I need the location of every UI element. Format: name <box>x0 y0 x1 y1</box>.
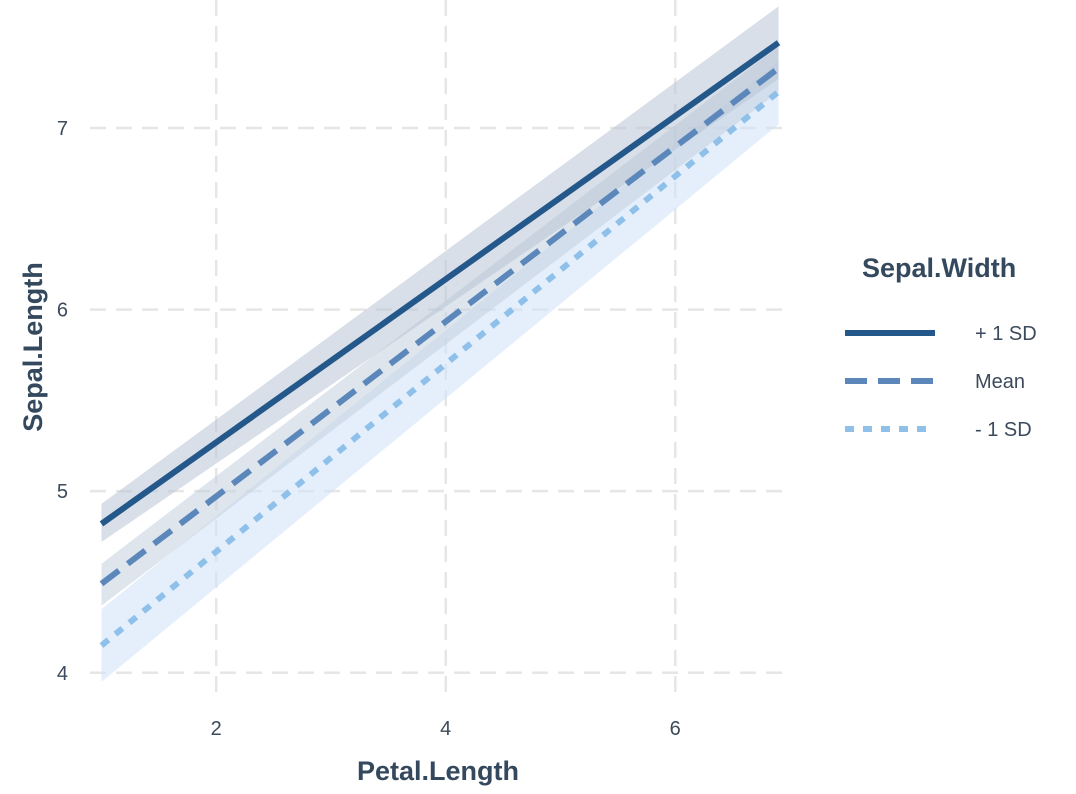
legend-label: - 1 SD <box>975 419 1032 441</box>
legend-label: Mean <box>975 371 1025 393</box>
confidence-bands <box>101 6 779 682</box>
series-line <box>99 89 781 648</box>
legend-title: Sepal.Width <box>862 253 1016 283</box>
legend-items: + 1 SD Mean - 1 SD <box>845 323 1037 441</box>
series-line <box>99 65 781 587</box>
y-axis-title: Sepal.Length <box>18 262 48 432</box>
y-tick-label: 7 <box>57 118 68 140</box>
series-line <box>99 40 781 527</box>
legend: Sepal.Width + 1 SD Mean - 1 SD <box>845 253 1037 441</box>
confidence-band <box>101 6 779 543</box>
y-tick-label: 6 <box>57 300 68 322</box>
y-tick-label: 4 <box>57 663 68 685</box>
tick-labels: 2 4 6 4 5 6 7 <box>57 118 681 740</box>
legend-label: + 1 SD <box>975 323 1037 345</box>
x-tick-label: 2 <box>211 718 222 740</box>
series-lines <box>99 40 781 648</box>
y-tick-label: 5 <box>57 481 68 503</box>
x-tick-label: 4 <box>440 718 451 740</box>
x-axis-title: Petal.Length <box>357 756 519 786</box>
x-tick-label: 6 <box>670 718 681 740</box>
